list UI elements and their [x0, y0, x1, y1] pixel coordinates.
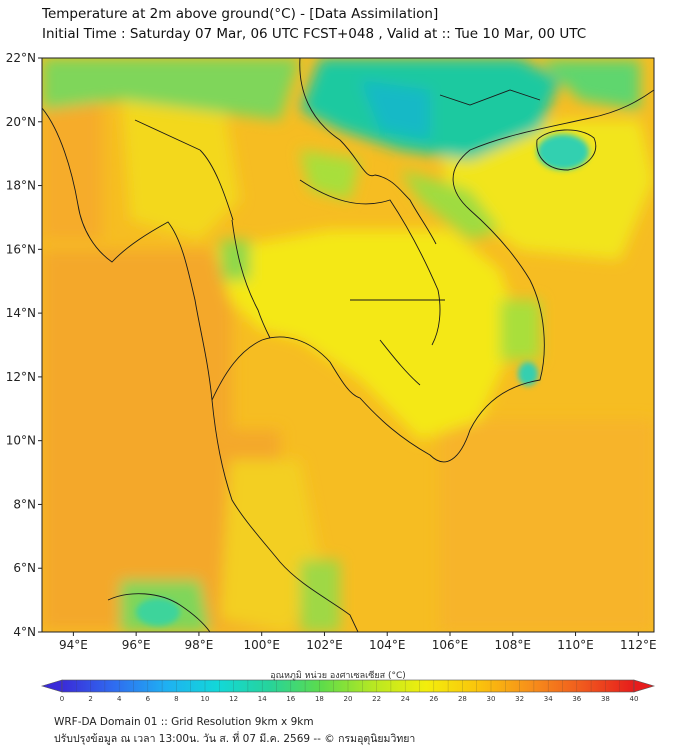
colorbar-tick-label: 22 — [372, 695, 381, 703]
colorbar-tick-label: 18 — [315, 695, 324, 703]
colorbar-tick-label: 12 — [229, 695, 238, 703]
lon-tick-label: 104°E — [369, 638, 406, 652]
lon-tick-label: 110°E — [557, 638, 594, 652]
map-frame — [41, 57, 655, 633]
lat-tick-label: 22°N — [6, 51, 36, 65]
lat-tick-label: 8°N — [13, 497, 36, 511]
lat-tick-label: 20°N — [6, 115, 36, 129]
colorbar-tick-label: 4 — [117, 695, 122, 703]
temperature-field-shading — [42, 58, 654, 632]
coastlines-and-borders — [42, 58, 654, 632]
colorbar-tick-label: 34 — [544, 695, 553, 703]
lon-tick-label: 96°E — [122, 638, 151, 652]
colorbar-title: อุณหภูมิ หน่วย องศาเซลเซียส (°C) — [270, 671, 406, 681]
colorbar-tick-label: 24 — [401, 695, 410, 703]
map-subtitle: Initial Time : Saturday 07 Mar, 06 UTC F… — [42, 26, 587, 42]
lat-tick-label: 6°N — [13, 561, 36, 575]
colorbar-tick-label: 28 — [458, 695, 467, 703]
sumatra-cool-spot — [136, 598, 180, 626]
lat-tick-label: 18°N — [6, 179, 36, 193]
colorbar: 0 2 4 6 8 10 12 14 16 18 20 22 24 26 28 30 32 34 36 38 40 — [40, 679, 656, 703]
lon-tick-label: 102°E — [306, 638, 343, 652]
colorbar-tick-label: 16 — [286, 695, 295, 703]
lat-tick-label: 14°N — [6, 306, 36, 320]
map-plot-area — [42, 58, 654, 632]
lat-tick-label: 16°N — [6, 242, 36, 256]
lat-tick-label: 4°N — [13, 625, 36, 639]
colorbar-tick-label: 36 — [572, 695, 581, 703]
lon-tick-label: 106°E — [432, 638, 469, 652]
colorbar-max-arrow — [633, 679, 656, 693]
lon-tick-label: 100°E — [243, 638, 280, 652]
lon-tick-label: 112°E — [620, 638, 657, 652]
lon-tick-label: 98°E — [184, 638, 213, 652]
colorbar-tick-label: 26 — [429, 695, 438, 703]
latitude-axis: 22°N 20°N 18°N 16°N 14°N 12°N 10°N 8°N 6°N 4°N — [6, 51, 42, 639]
colorbar-tick-label: 20 — [344, 695, 353, 703]
colorbar-tick-label: 0 — [60, 695, 64, 703]
lon-tick-label: 94°E — [59, 638, 88, 652]
colorbar-tick-label: 8 — [174, 695, 178, 703]
colorbar-tick-label: 6 — [146, 695, 151, 703]
hainan-cool-spot — [537, 134, 589, 170]
longitude-axis: 94°E 96°E 98°E 100°E 102°E 104°E 106°E 108°E 110… — [59, 632, 657, 652]
colorbar-tick-label: 32 — [515, 695, 524, 703]
map-title: Temperature at 2m above ground(°C) - [Da… — [42, 6, 439, 22]
colorbar-tick-label: 38 — [601, 695, 610, 703]
colorbar-tick-label: 10 — [201, 695, 210, 703]
footer-update-info: ปรับปรุงข้อมูล ณ เวลา 13:00น. วัน ส. ที่… — [54, 733, 416, 745]
lon-tick-label: 108°E — [495, 638, 532, 652]
colorbar-tick-label: 2 — [88, 695, 92, 703]
lat-tick-label: 10°N — [6, 434, 36, 448]
colorbar-tick-label: 30 — [487, 695, 496, 703]
lat-tick-label: 12°N — [6, 370, 36, 384]
highland-cool-spot — [518, 362, 538, 386]
footer-model-info: WRF-DA Domain 01 :: Grid Resolution 9km … — [54, 716, 314, 728]
colorbar-tick-label: 14 — [258, 695, 267, 703]
colorbar-tick-label: 40 — [630, 695, 639, 703]
